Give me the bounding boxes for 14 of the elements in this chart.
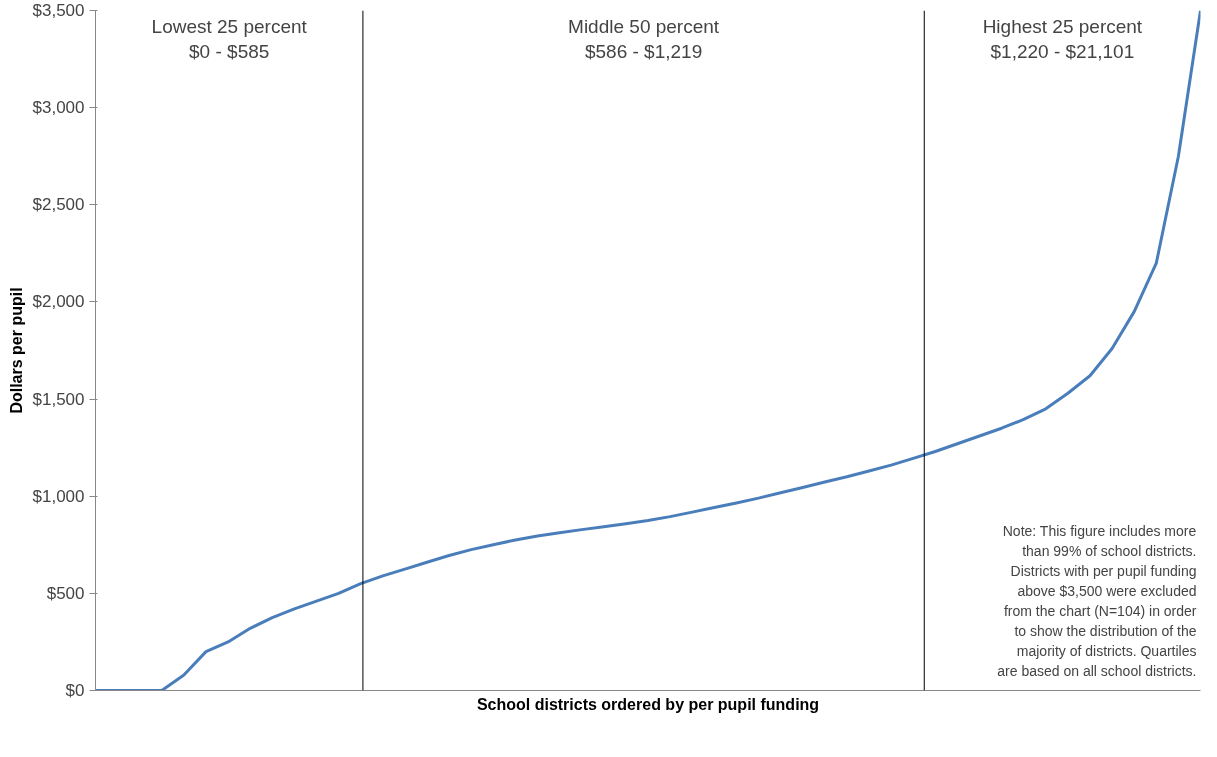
y-axis-title: Dollars per pupil [7,287,25,414]
y-tick-label: $3,500 [32,1,85,20]
annotation: Note: This figure includes more than 99% of school districts. Districts with per pupil funding above $3,500 were excluded from the chart (N=104) in order to show the distribution of the majority of districts. Quartiles are based on all school districts. [997,522,1197,679]
annotation: Highest 25 percent $1,220 - $21,101 [982,15,1143,62]
y-tick-label: $500 [46,583,85,603]
y-tick-label: $0 [65,681,85,700]
x-axis-title: School districts ordered by per pupil funding [476,695,820,713]
y-tick-label: $2,000 [32,292,85,312]
y-tick-label: $1,000 [32,486,85,506]
y-tick-label: $1,500 [32,389,85,409]
annotation: Lowest 25 percent $0 - $585 [151,15,308,62]
annotation: Middle 50 percent $586 - $1,219 [568,15,720,62]
y-tick-label: $2,500 [32,195,85,215]
y-tick-label: $3,000 [32,98,85,118]
